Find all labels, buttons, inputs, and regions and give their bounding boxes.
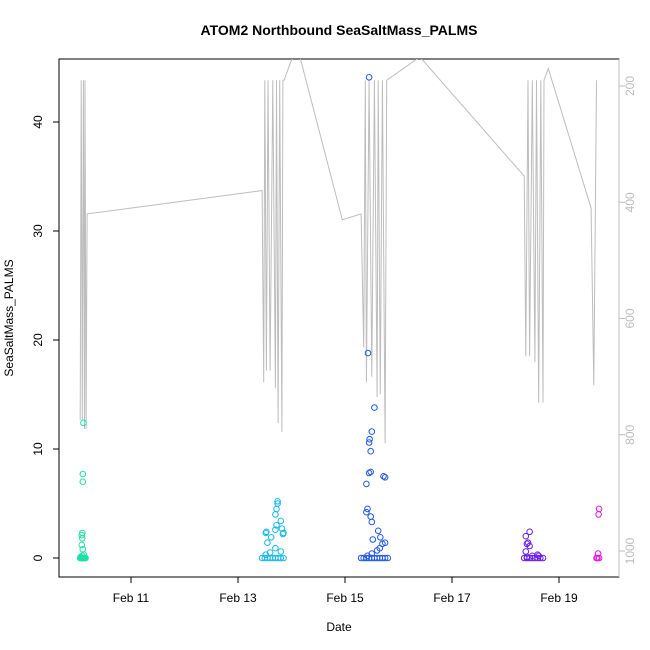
altitude-layer [79,59,597,444]
data-point [273,505,280,513]
data-point [78,541,86,549]
data-point [277,517,285,525]
data-point [535,552,543,560]
data-point [79,546,87,553]
data-point [381,474,389,481]
data-point [263,528,270,536]
data-point [365,74,373,81]
series-3 [357,74,392,562]
data-point [272,511,279,518]
data-point [522,548,530,555]
data-point [266,549,274,556]
data-point [365,439,373,446]
data-point [595,505,603,513]
data-point [363,480,370,488]
data-point [594,550,602,557]
data-point [384,554,392,562]
data-point [277,554,285,562]
data-point [368,518,376,526]
data-point [367,447,375,455]
y2-tick-label: 200 [623,76,637,96]
y-axis-label: SeaSaltMass_PALMS [2,259,16,376]
x-tick-label: Feb 15 [326,591,364,605]
data-point [79,478,87,486]
data-point [595,511,602,518]
data-point [80,419,87,427]
y-tick-label: 10 [31,442,45,456]
x-tick-label: Feb 17 [433,591,471,605]
y-tick-label: 30 [31,224,45,238]
data-point [363,508,370,516]
data-point [364,505,371,513]
data-point [280,554,287,562]
x-axis: Feb 11 Feb 13 Feb 15 Feb 17 Feb 19 [113,577,578,605]
data-point [367,513,375,520]
data-point [364,349,372,357]
data-point [277,548,285,555]
data-point [367,468,375,476]
data-point [267,534,275,541]
x-tick-label: Feb 13 [219,591,257,605]
data-point [595,554,603,562]
y-tick-label: 0 [31,554,45,561]
y2-tick-label: 400 [623,192,637,212]
data-point [366,435,373,443]
data-point [381,539,389,547]
series-4 [520,528,547,562]
data-point [368,550,376,557]
data-point [371,404,378,411]
points-layer [76,74,603,562]
data-point [273,522,280,529]
series-1 [76,419,89,562]
data-point [523,540,531,548]
data-point [274,500,281,507]
x-axis-label: Date [326,620,352,634]
series-2 [258,498,287,562]
x-tick-label: Feb 11 [113,591,150,605]
y2-axis: 200 400 600 800 1000 [618,59,637,577]
data-point [264,539,271,547]
y2-tick-label: 600 [623,308,637,328]
data-point [79,552,86,560]
data-point [365,469,373,477]
data-point [374,527,382,535]
data-point [79,529,86,537]
data-point [526,528,533,536]
data-point [369,536,377,543]
data-point [368,428,376,435]
data-point [522,532,530,540]
y-tick-label: 40 [31,115,45,129]
data-point [274,498,281,505]
data-point [380,473,387,480]
series-5 [593,505,603,562]
data-point [79,470,87,478]
y-axis: 0 10 20 30 40 [31,115,59,561]
data-point [381,554,389,562]
y-tick-label: 20 [31,333,45,347]
chart-title: ATOM2 Northbound SeaSaltMass_PALMS [201,22,478,38]
data-point [272,526,279,534]
data-point [272,544,279,552]
y2-tick-label: 1000 [623,537,637,564]
data-point [524,539,532,547]
data-point [377,534,384,541]
data-point [534,551,541,559]
altitude-line [79,59,597,444]
y2-tick-label: 800 [623,424,637,444]
x-tick-label: Feb 19 [540,591,578,605]
data-point [279,530,287,538]
